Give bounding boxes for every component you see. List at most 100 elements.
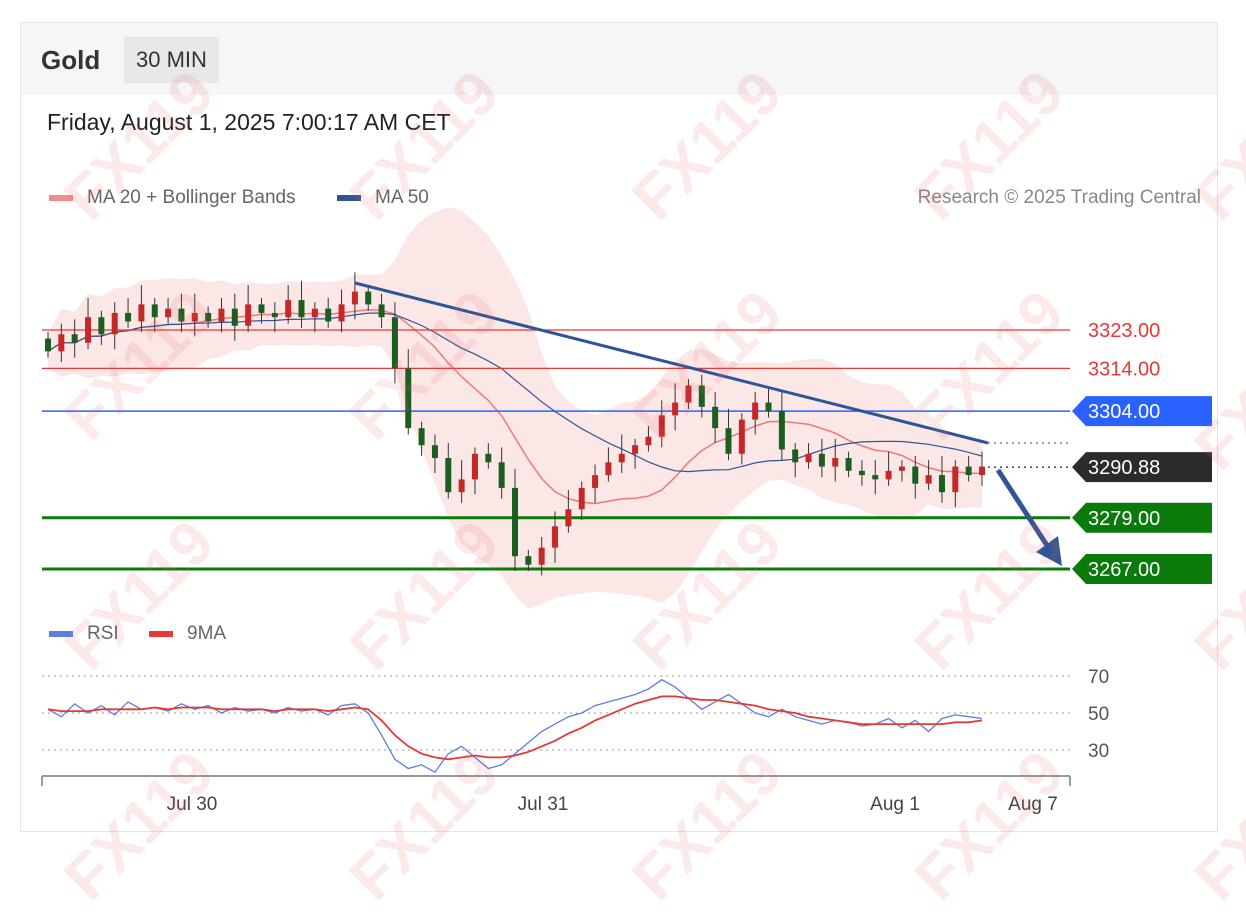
candle-body xyxy=(592,475,599,488)
candle-body xyxy=(698,385,705,407)
rsi-level-label-30: 30 xyxy=(1088,741,1109,762)
forecast-arrow-head xyxy=(1036,536,1062,566)
candle-body xyxy=(85,317,92,343)
candle-body xyxy=(271,312,278,318)
rsi-line xyxy=(47,678,983,774)
candle-body xyxy=(351,291,358,305)
candle-body xyxy=(818,453,825,467)
price-chart[interactable]: 3323.00 3314.00 3304.00 3290.88 3279.00 3267.… xyxy=(0,0,1246,864)
x-tick-label: Jul 30 xyxy=(167,794,218,815)
x-tick-label: Aug 1 xyxy=(870,794,920,815)
candle-body xyxy=(618,453,625,463)
level-tag-3290.88 xyxy=(1072,452,1212,483)
candle-body xyxy=(778,411,785,450)
ma50-line xyxy=(47,312,983,473)
candle-body xyxy=(578,487,585,510)
candle-body xyxy=(285,300,292,318)
candle-body xyxy=(45,338,51,352)
level-label-3304.00: 3304.00 xyxy=(1088,401,1160,423)
candle-body xyxy=(151,304,158,318)
forecast-arrow-shaft xyxy=(995,468,1053,552)
candle-body xyxy=(485,453,492,463)
legend-ma50-label: MA 50 xyxy=(375,187,429,208)
trendline xyxy=(354,281,989,445)
candle-body xyxy=(205,312,212,322)
candle-body xyxy=(565,509,572,527)
x-tick-label: Aug 7 xyxy=(1008,794,1058,815)
candle-body xyxy=(552,526,559,548)
ma20-swatch xyxy=(49,195,73,201)
candle-body xyxy=(738,419,745,454)
legend-ma50: MA 50 xyxy=(337,187,429,209)
candle-body xyxy=(898,466,905,471)
candle-body xyxy=(885,470,892,480)
candle-body xyxy=(178,308,185,322)
candle-body xyxy=(685,385,692,403)
candle-body xyxy=(125,312,132,322)
candle-body xyxy=(672,402,679,416)
credit-text: Research © 2025 Trading Central xyxy=(917,187,1201,208)
candle-body xyxy=(298,300,305,318)
candle-body xyxy=(632,445,639,454)
candle-body xyxy=(98,317,105,335)
candle-body xyxy=(832,458,839,467)
level-label-3279.00: 3279.00 xyxy=(1088,508,1160,530)
candle-body xyxy=(338,304,345,322)
candle-body xyxy=(405,368,412,429)
candle-body xyxy=(938,475,945,493)
candle-body xyxy=(391,317,398,369)
candle-body xyxy=(231,308,238,326)
bollinger-band-area xyxy=(48,207,982,609)
candle-body xyxy=(458,479,465,493)
candle-body xyxy=(965,466,972,476)
legend-rsi-label: RSI xyxy=(87,623,119,644)
candle-body xyxy=(512,487,518,557)
x-tick-label: Jul 31 xyxy=(518,794,569,815)
candle-body xyxy=(805,453,812,463)
level-label-3267.00: 3267.00 xyxy=(1088,559,1160,581)
candle-body xyxy=(365,291,372,305)
legend-rsi: RSI xyxy=(49,623,119,645)
candle-body xyxy=(418,428,425,446)
level-label-3323.00: 3323.00 xyxy=(1088,320,1160,342)
candle-body xyxy=(872,475,879,480)
candle-body xyxy=(325,308,332,322)
timeframe-badge[interactable]: 30 MIN xyxy=(124,37,219,83)
rsi-level-label-70: 70 xyxy=(1088,667,1109,688)
candle-body xyxy=(245,304,252,326)
candle-body xyxy=(111,312,118,335)
candle-body xyxy=(605,462,612,476)
level-tag-3267.00 xyxy=(1072,554,1212,584)
candle-body xyxy=(311,308,318,318)
candle-body xyxy=(218,308,225,322)
legend-9ma: 9MA xyxy=(149,623,226,645)
candle-body xyxy=(431,445,438,459)
candle-body xyxy=(538,547,545,565)
rsi-swatch xyxy=(49,631,73,637)
candle-body xyxy=(138,304,145,322)
legend-ma20: MA 20 + Bollinger Bands xyxy=(49,187,296,209)
candle-body xyxy=(952,466,959,493)
candle-body xyxy=(258,304,265,313)
level-tag-3279.00 xyxy=(1072,502,1212,533)
candle-body xyxy=(58,334,65,352)
candle-body xyxy=(712,406,719,429)
candle-body xyxy=(912,466,919,484)
candle-body xyxy=(71,334,78,343)
legend-9ma-label: 9MA xyxy=(187,623,227,644)
candle-body xyxy=(752,402,759,420)
candle-body xyxy=(191,312,198,322)
datetime-label: Friday, August 1, 2025 7:00:17 AM CET xyxy=(47,109,451,135)
candle-body xyxy=(765,402,772,412)
candle-body xyxy=(525,556,532,565)
candle-body xyxy=(979,466,985,476)
ma20-line xyxy=(47,308,982,505)
rsi-9ma-line xyxy=(47,695,983,761)
candle-body xyxy=(845,458,852,471)
level-label-3314.00: 3314.00 xyxy=(1088,358,1160,380)
legend-ma20-label: MA 20 + Bollinger Bands xyxy=(87,187,296,208)
chart-card: Gold 30 MIN Friday, August 1, 2025 7:00:… xyxy=(20,22,1218,832)
candle-body xyxy=(471,453,478,480)
ma9-swatch xyxy=(149,631,173,637)
candle-body xyxy=(378,304,385,318)
